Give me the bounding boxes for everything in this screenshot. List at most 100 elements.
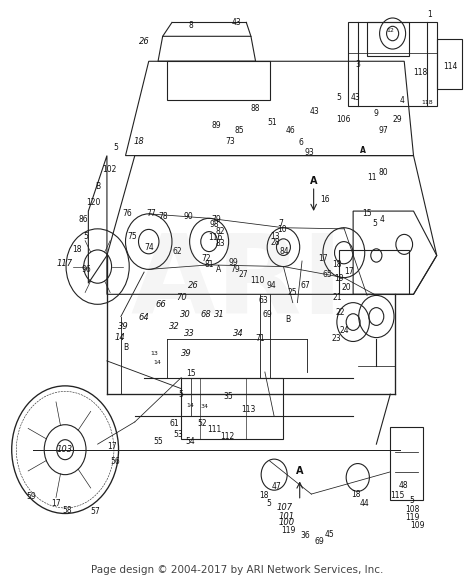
Text: 55: 55 (153, 438, 163, 446)
Text: 107: 107 (277, 503, 293, 513)
Text: 14: 14 (114, 333, 125, 342)
Text: 10: 10 (277, 225, 287, 234)
Text: 26: 26 (188, 281, 198, 291)
Text: 23: 23 (331, 334, 341, 343)
Text: 85: 85 (235, 126, 244, 135)
Text: 43: 43 (310, 107, 319, 116)
Text: 59: 59 (27, 492, 36, 501)
Text: 46: 46 (285, 126, 295, 135)
Text: A: A (216, 265, 221, 274)
Text: 15: 15 (186, 369, 195, 377)
Text: 24: 24 (339, 326, 349, 335)
Text: 69: 69 (262, 310, 272, 320)
Text: 34: 34 (201, 405, 209, 409)
Text: A: A (310, 176, 318, 186)
Text: 14: 14 (153, 360, 161, 365)
Text: 5: 5 (114, 143, 118, 152)
Text: 13: 13 (151, 351, 159, 355)
Text: 9: 9 (374, 109, 379, 118)
Text: 1: 1 (428, 10, 432, 18)
Text: 8: 8 (188, 21, 193, 29)
Text: 71: 71 (255, 334, 265, 343)
Text: 62: 62 (173, 247, 182, 256)
Text: 93: 93 (304, 149, 314, 157)
Text: 48: 48 (399, 481, 408, 490)
Text: 65: 65 (323, 271, 332, 279)
Text: 96: 96 (81, 265, 91, 274)
Text: Page design © 2004-2017 by ARI Network Services, Inc.: Page design © 2004-2017 by ARI Network S… (91, 565, 383, 575)
Text: 102: 102 (102, 165, 117, 174)
Text: 72: 72 (201, 254, 211, 263)
Text: 110: 110 (250, 276, 264, 285)
Text: 77: 77 (146, 209, 156, 218)
Text: 20: 20 (341, 283, 351, 292)
Text: 13: 13 (270, 232, 280, 240)
Text: 43: 43 (351, 93, 360, 102)
Text: 113: 113 (241, 405, 256, 414)
Text: A: A (296, 466, 303, 476)
Text: 66: 66 (155, 300, 166, 309)
Text: 11: 11 (367, 173, 376, 182)
Text: 61: 61 (170, 418, 179, 428)
Text: 19: 19 (334, 275, 344, 283)
Text: 4: 4 (380, 215, 384, 224)
Text: 101: 101 (279, 512, 295, 521)
Text: 28: 28 (271, 238, 280, 247)
Text: 17: 17 (318, 254, 328, 263)
Text: 18: 18 (259, 491, 269, 500)
Text: 86: 86 (79, 215, 89, 224)
Text: 5: 5 (83, 232, 89, 240)
Text: 118: 118 (413, 68, 428, 77)
Text: 35: 35 (224, 392, 234, 402)
Text: 47: 47 (272, 483, 282, 491)
Text: 27: 27 (238, 271, 248, 279)
Text: 94: 94 (267, 281, 277, 290)
Text: 45: 45 (325, 529, 335, 539)
Text: B: B (123, 343, 128, 351)
Text: 80: 80 (379, 168, 388, 177)
Text: 18: 18 (352, 490, 361, 499)
Text: 5: 5 (179, 390, 184, 399)
Text: 99: 99 (228, 258, 238, 267)
Text: 70: 70 (176, 293, 187, 302)
Text: 79: 79 (230, 265, 240, 275)
Text: 83: 83 (215, 239, 225, 249)
Text: 17: 17 (107, 442, 117, 451)
Text: 6: 6 (299, 138, 303, 147)
Text: 21: 21 (332, 293, 342, 302)
Text: 17: 17 (51, 499, 61, 508)
Text: 32: 32 (169, 322, 180, 331)
Text: 5: 5 (266, 499, 271, 508)
Text: 81: 81 (205, 261, 214, 269)
Text: 12: 12 (386, 28, 394, 34)
Text: 119: 119 (281, 525, 295, 535)
Text: 67: 67 (301, 281, 310, 291)
Text: 39: 39 (182, 349, 192, 358)
Text: 111: 111 (208, 425, 222, 434)
Text: 56: 56 (110, 457, 120, 466)
Text: 89: 89 (211, 121, 221, 129)
Text: 84: 84 (280, 247, 289, 255)
Text: 17: 17 (345, 266, 354, 276)
Text: 115: 115 (390, 491, 404, 500)
Text: 51: 51 (267, 118, 277, 127)
Text: 4: 4 (400, 95, 404, 105)
Text: 18: 18 (332, 260, 342, 269)
Text: 108: 108 (405, 505, 420, 514)
Text: 100: 100 (279, 518, 295, 528)
Text: 29: 29 (392, 115, 402, 124)
Text: 31: 31 (214, 310, 225, 319)
Text: 106: 106 (337, 115, 351, 124)
Text: 57: 57 (91, 507, 100, 516)
Text: 44: 44 (360, 499, 370, 508)
Text: 26: 26 (139, 38, 149, 46)
Text: 78: 78 (158, 212, 167, 221)
Text: B: B (285, 315, 291, 324)
Text: 52: 52 (197, 418, 207, 428)
Text: 112: 112 (220, 432, 235, 441)
Text: 39: 39 (118, 322, 129, 331)
Text: 74: 74 (144, 243, 154, 251)
Text: 15: 15 (362, 209, 372, 218)
Text: 64: 64 (139, 313, 149, 322)
Text: 14: 14 (187, 403, 194, 408)
